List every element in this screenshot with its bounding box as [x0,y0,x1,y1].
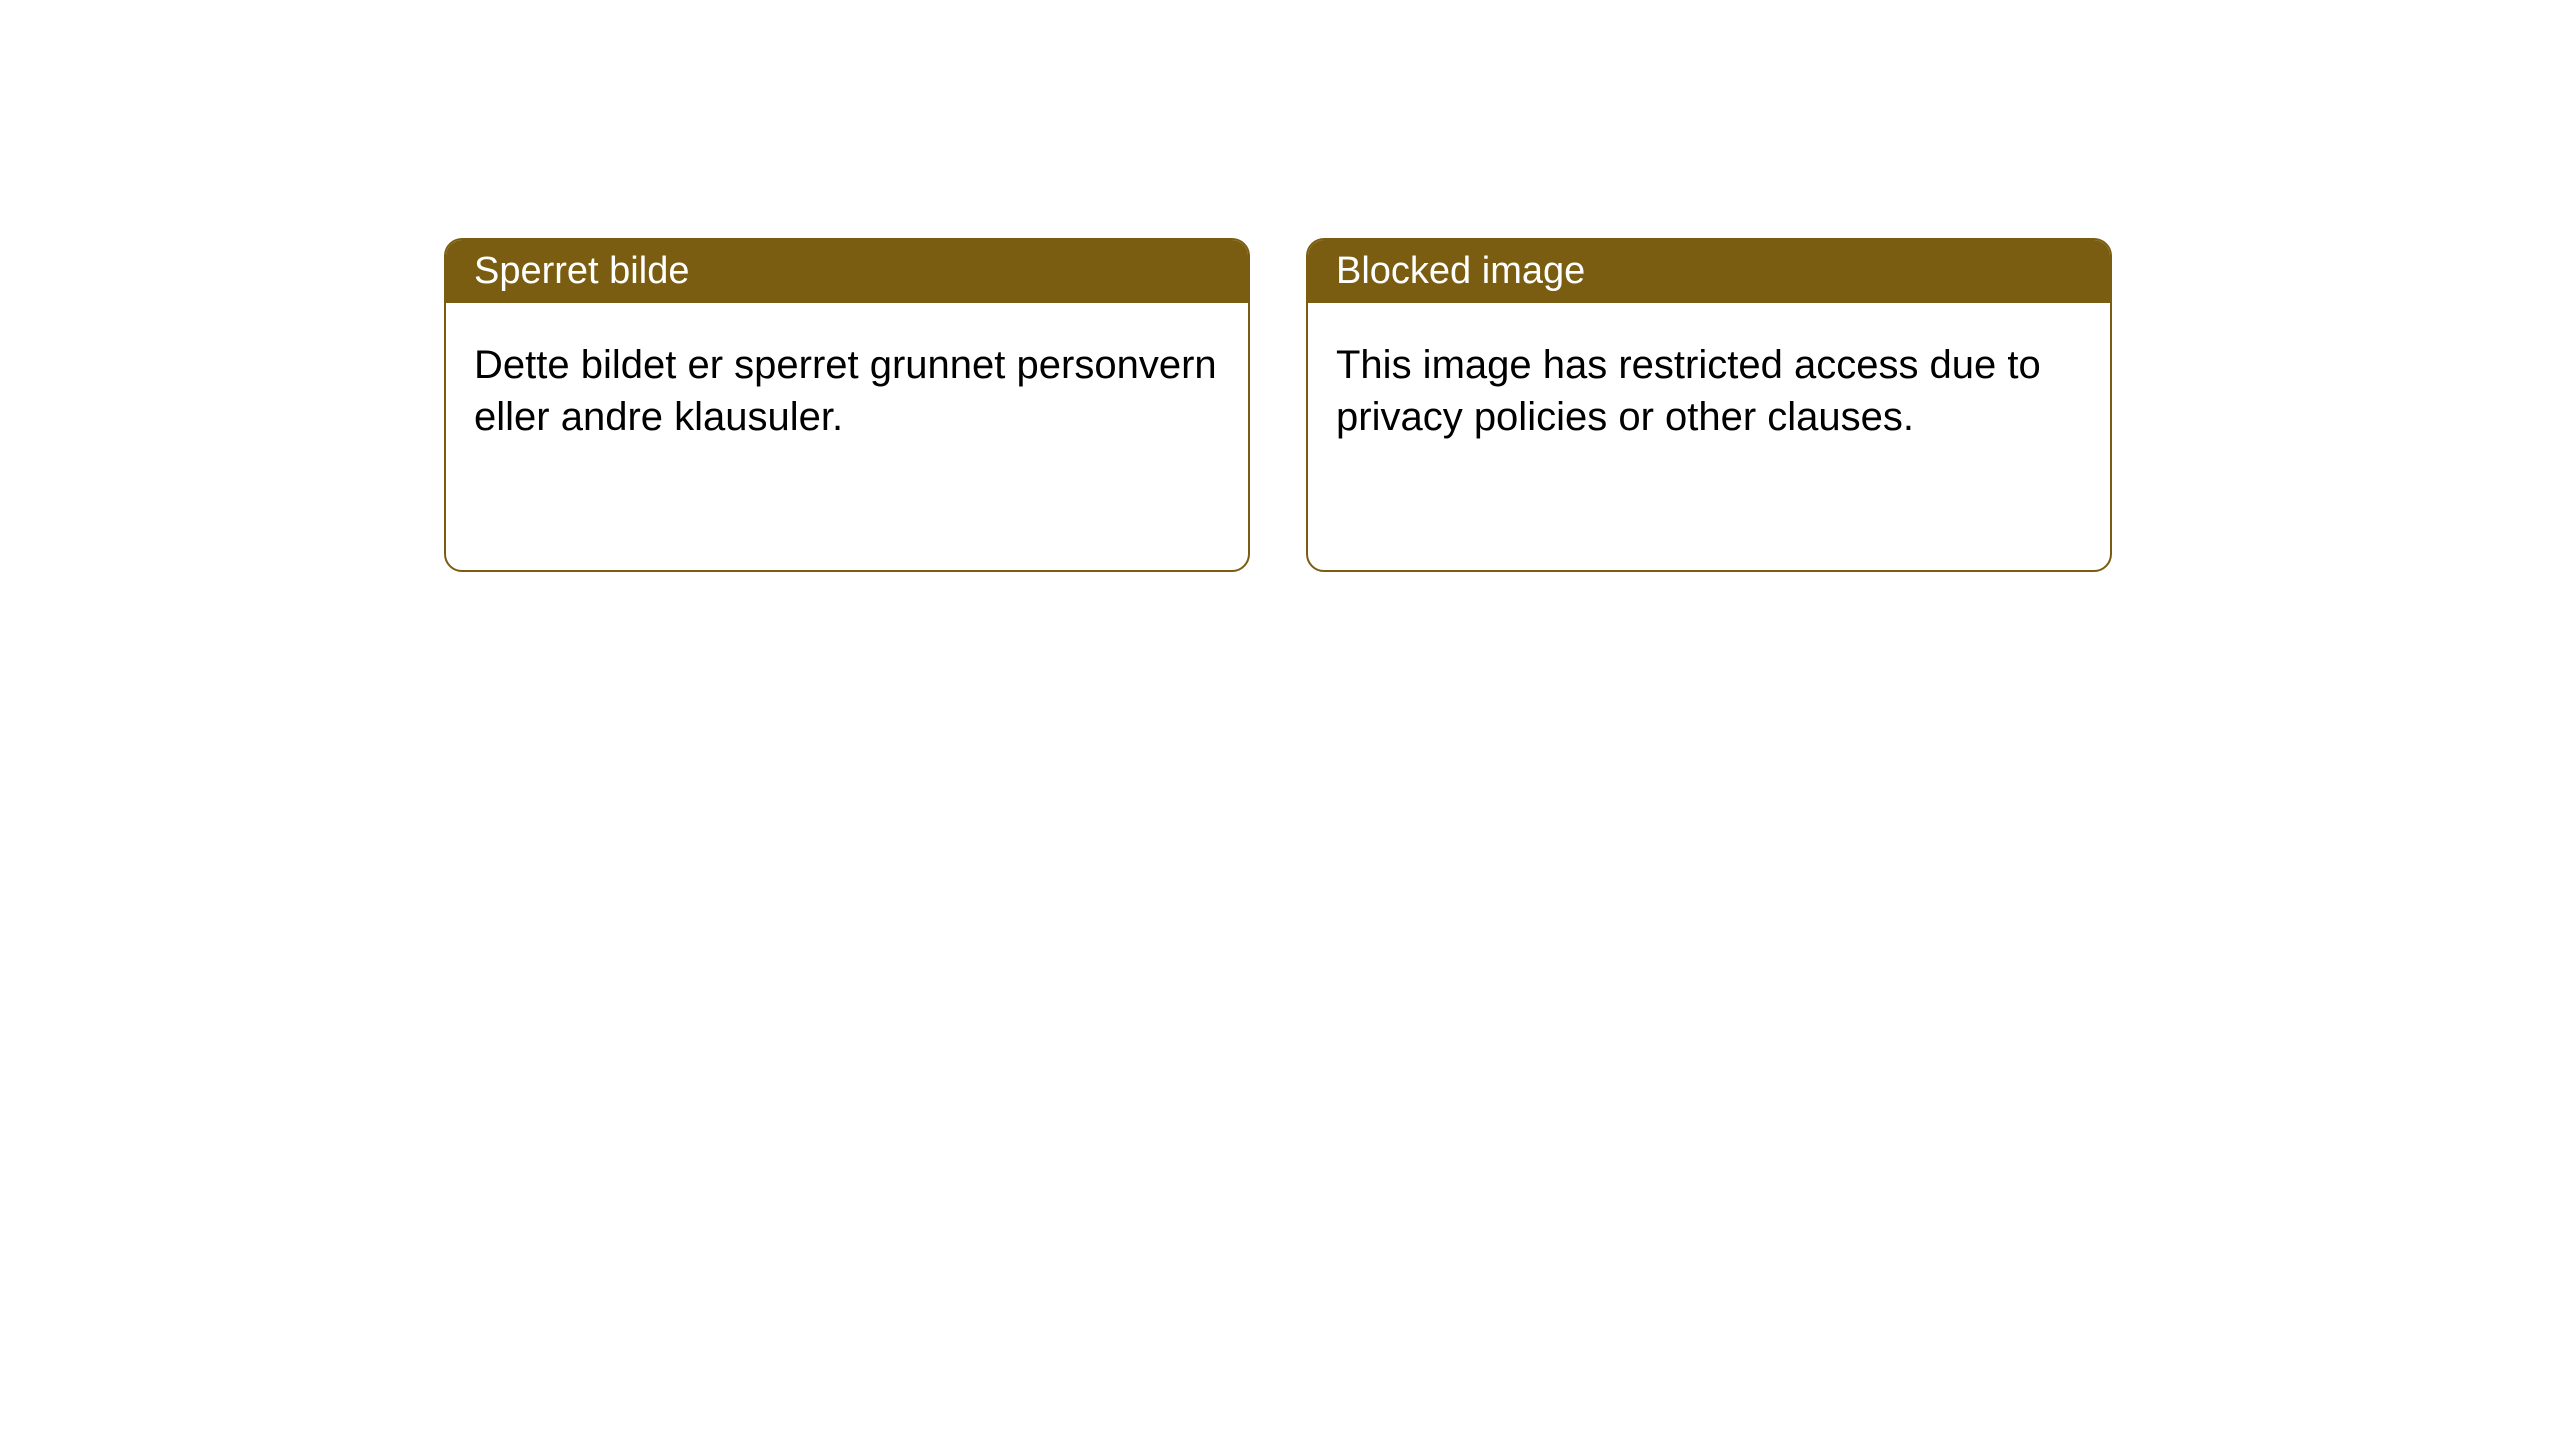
notice-card-norwegian: Sperret bilde Dette bildet er sperret gr… [444,238,1250,572]
notice-card-title: Sperret bilde [446,240,1248,303]
notice-card-body: This image has restricted access due to … [1308,303,2110,479]
notice-card-body: Dette bildet er sperret grunnet personve… [446,303,1248,479]
notice-card-english: Blocked image This image has restricted … [1306,238,2112,572]
notice-card-title: Blocked image [1308,240,2110,303]
notice-container: Sperret bilde Dette bildet er sperret gr… [0,0,2560,572]
